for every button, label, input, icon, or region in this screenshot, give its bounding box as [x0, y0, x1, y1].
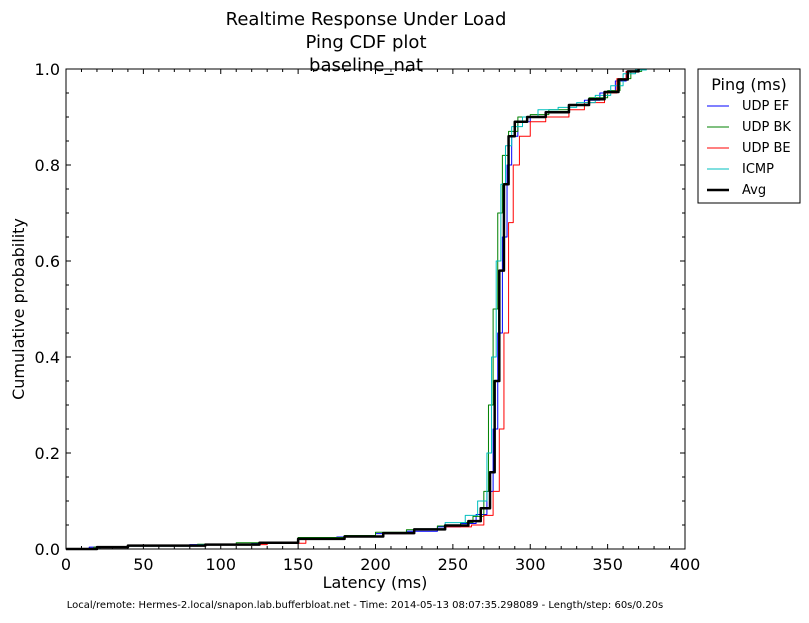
legend-entries: UDP EF UDP BK UDP BE ICMP Avg — [707, 99, 791, 198]
y-axis-label: Cumulative probability — [9, 218, 28, 400]
x-tick-label: 50 — [133, 555, 153, 574]
series-line-udp-bk — [66, 69, 643, 550]
chart-title-line-3: baseline_nat — [309, 55, 423, 76]
x-tick-label: 400 — [670, 555, 701, 574]
y-tick-label: 0.4 — [35, 348, 60, 367]
legend-title: Ping (ms) — [711, 75, 787, 94]
series-line-avg — [66, 69, 640, 551]
y-tick-label: 0.0 — [35, 540, 60, 559]
x-tick-label: 0 — [61, 555, 71, 574]
y-tick-label: 0.6 — [35, 252, 60, 271]
x-tick-label: 100 — [205, 555, 236, 574]
series-line-icmp — [66, 69, 647, 550]
legend-box — [697, 68, 801, 204]
x-tick-label: 150 — [283, 555, 314, 574]
legend-label-avg: Avg — [742, 183, 766, 198]
legend: Ping (ms) UDP EF UDP BK UDP BE ICMP Avg — [697, 68, 801, 204]
legend-label-udp-ef: UDP EF — [742, 99, 789, 114]
legend-label-udp-bk: UDP BK — [742, 120, 791, 135]
y-tick-label: 0.2 — [35, 444, 60, 463]
series-line-udp-ef — [66, 69, 640, 550]
series-layer — [66, 69, 647, 551]
chart-title-line-1: Realtime Response Under Load — [226, 9, 507, 30]
x-tick-label: 200 — [360, 555, 391, 574]
x-axis-label: Latency (ms) — [323, 573, 428, 592]
x-tick-label: 250 — [438, 555, 469, 574]
plot-area-frame — [65, 68, 686, 550]
series-line-udp-be — [66, 69, 636, 550]
legend-label-udp-be: UDP BE — [742, 141, 791, 156]
footer-info: Local/remote: Hermes-2.local/snapon.lab.… — [67, 600, 663, 611]
y-tick-label: 0.8 — [35, 156, 60, 175]
chart-title-line-2: Ping CDF plot — [305, 32, 426, 53]
x-tick-label: 300 — [515, 555, 546, 574]
x-tick-label: 350 — [592, 555, 623, 574]
axis-ticks: 0 50 100 150 200 250 300 350 400 0.0 0.2 0.4 0.6 0.8 1… — [35, 60, 701, 574]
y-tick-label: 1.0 — [35, 60, 60, 79]
legend-label-icmp: ICMP — [742, 162, 774, 177]
chart-title: Realtime Response Under Load Ping CDF pl… — [226, 9, 507, 76]
